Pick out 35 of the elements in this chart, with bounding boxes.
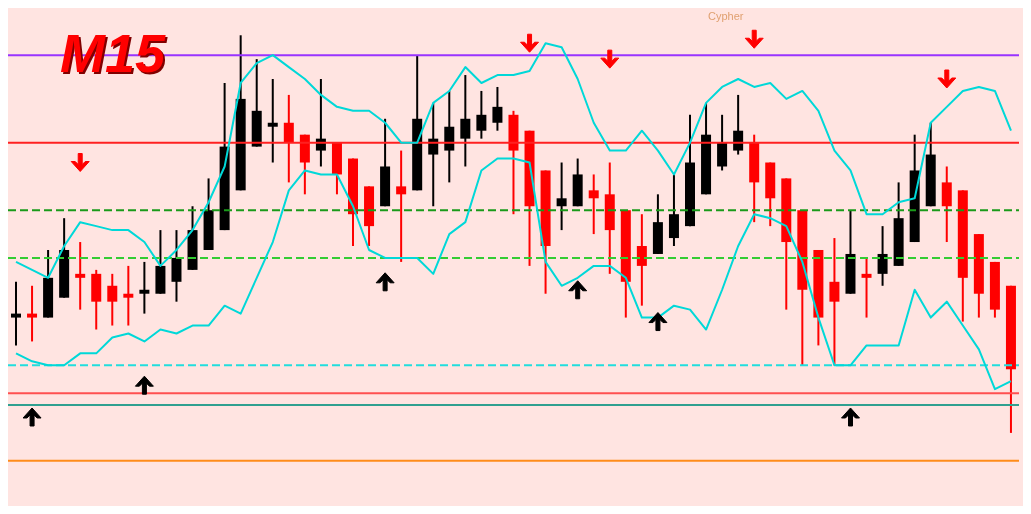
candlestick bbox=[717, 113, 728, 172]
candlestick bbox=[11, 280, 21, 347]
point bbox=[520, 33, 540, 53]
candlestick bbox=[283, 93, 294, 184]
candlestick bbox=[492, 85, 503, 132]
candlestick bbox=[444, 89, 455, 184]
candlestick bbox=[460, 74, 471, 168]
candlestick bbox=[733, 93, 744, 156]
text: Cypher bbox=[708, 10, 744, 22]
candlestick bbox=[75, 241, 86, 311]
candlestick bbox=[556, 161, 567, 232]
candlestick bbox=[123, 264, 134, 327]
point bbox=[22, 407, 42, 427]
point bbox=[134, 375, 154, 395]
candlestick bbox=[139, 260, 150, 315]
point bbox=[375, 272, 395, 292]
candlestick bbox=[636, 213, 647, 307]
point bbox=[648, 312, 668, 332]
candlestick bbox=[877, 225, 888, 287]
candlestick bbox=[941, 165, 952, 244]
candlestick bbox=[668, 173, 679, 248]
point bbox=[841, 407, 860, 427]
candlestick bbox=[171, 229, 182, 303]
point bbox=[600, 49, 620, 69]
candlestick bbox=[396, 149, 407, 263]
point bbox=[937, 69, 957, 89]
candlestick bbox=[107, 272, 118, 327]
candlestick bbox=[27, 284, 38, 343]
candlestick bbox=[267, 78, 278, 164]
candlestick bbox=[588, 173, 599, 236]
point bbox=[70, 153, 90, 173]
point bbox=[744, 29, 764, 49]
point bbox=[568, 280, 588, 300]
candlestick bbox=[861, 256, 872, 319]
candlestick bbox=[476, 89, 487, 140]
